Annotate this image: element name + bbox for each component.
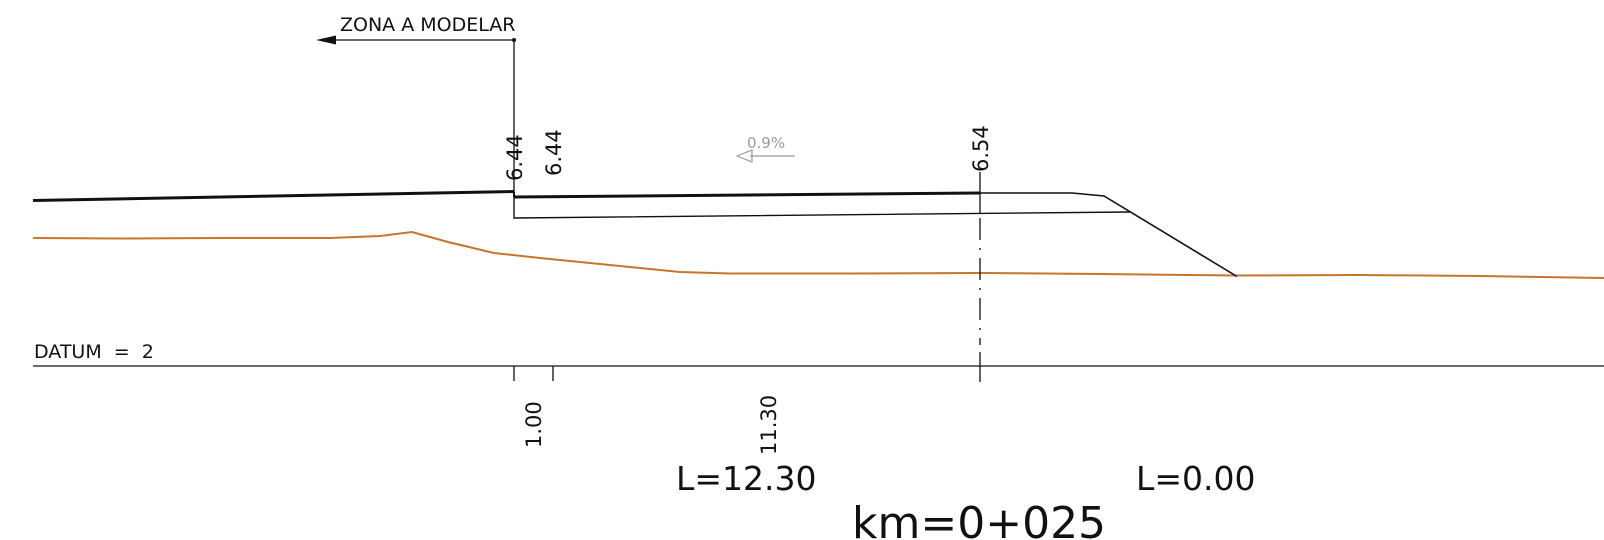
pavement-top — [513, 191, 981, 199]
offset-first: 1.00 — [522, 401, 546, 448]
slope-arrow-icon — [735, 149, 795, 163]
elevation-left-upper: 6.44 — [503, 134, 527, 181]
left-width-label: L=12.30 — [676, 459, 817, 498]
offset-second: 11.30 — [757, 395, 781, 455]
shoulder-line — [980, 192, 1238, 278]
pavement-left-approach — [32, 190, 515, 202]
elevation-axis: 6.54 — [969, 125, 993, 172]
pavement-layer — [513, 197, 1131, 219]
slope-label: 0.9% — [747, 134, 785, 152]
station-label: km=0+025 — [852, 498, 1106, 540]
zone-label: ZONA A MODELAR — [340, 14, 515, 36]
arrow-left-icon — [316, 35, 336, 45]
zone-leader — [316, 35, 516, 192]
terrain-profile — [32, 230, 1604, 279]
datum-label: DATUM = 2 — [34, 341, 154, 363]
right-width-label: L=0.00 — [1136, 459, 1256, 498]
elevation-left-lower: 6.44 — [542, 129, 566, 176]
